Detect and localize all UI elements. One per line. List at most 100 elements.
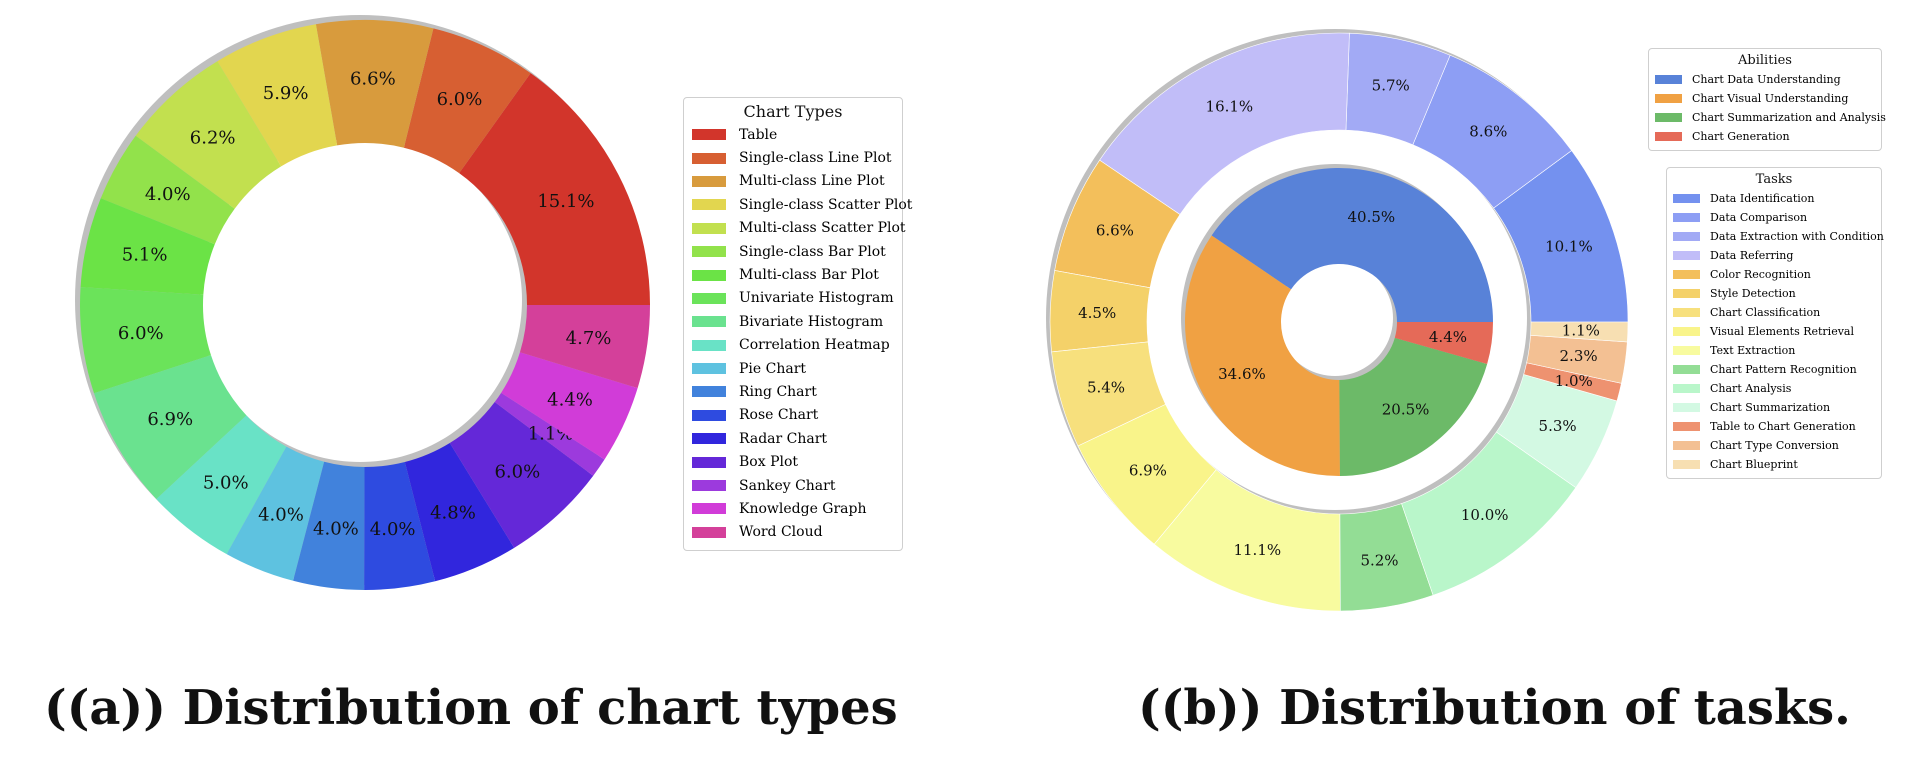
abilities-legend-swatch xyxy=(1655,75,1682,84)
chart-types-legend-item-word-cloud: Word Cloud xyxy=(692,521,894,544)
tasks-legend-item-chart-blueprint: Chart Blueprint xyxy=(1673,455,1875,474)
chart-types-legend-item-single-class-bar-plot: Single-class Bar Plot xyxy=(692,240,894,263)
abilities-label-chart-visual-understanding: 34.6% xyxy=(1218,365,1266,383)
abilities-legend-label: Chart Data Understanding xyxy=(1692,73,1841,86)
abilities-legend: Abilities Chart Data Understanding Chart … xyxy=(1648,48,1886,151)
tasks-legend-label: Style Detection xyxy=(1710,287,1796,300)
chart-types-legend-label: Knowledge Graph xyxy=(739,500,867,517)
chart-types-legend-label: Single-class Bar Plot xyxy=(739,243,886,260)
chart-types-label-correlation-heatmap: 5.0% xyxy=(203,472,249,493)
chart-types-legend-swatch xyxy=(692,386,726,398)
abilities-legend-swatch xyxy=(1655,94,1682,103)
chart-types-legend-item-multi-class-line-plot: Multi-class Line Plot xyxy=(692,170,894,193)
chart-types-legend: Chart Types Table Single-class Line Plot M… xyxy=(683,97,912,552)
tasks-legend-item-table-to-chart-generation: Table to Chart Generation xyxy=(1673,417,1875,436)
chart-types-legend-label: Multi-class Scatter Plot xyxy=(739,220,906,237)
tasks-legend-item-style-detection: Style Detection xyxy=(1673,284,1875,303)
chart-types-slice-pie-chart xyxy=(226,446,325,581)
chart-types-legend-label: Table xyxy=(739,126,778,143)
chart-types-legend-label: Word Cloud xyxy=(739,524,823,541)
chart-types-label-rose-chart: 4.0% xyxy=(370,519,416,540)
chart-types-label-word-cloud: 4.7% xyxy=(566,328,612,349)
chart-types-legend-label: Multi-class Line Plot xyxy=(739,173,885,190)
tasks-legend-item-data-referring: Data Referring xyxy=(1673,246,1875,265)
chart-types-legend-swatch xyxy=(692,503,726,515)
tasks-legend-swatch xyxy=(1673,422,1700,431)
tasks-legend-swatch xyxy=(1673,403,1700,412)
chart-types-legend-items: Table Single-class Line Plot Multi-class L… xyxy=(692,123,912,544)
chart-types-slice-single-class-bar-plot xyxy=(100,135,235,245)
chart-types-legend-label: Box Plot xyxy=(739,454,799,471)
chart-types-legend-item-single-class-scatter-plot: Single-class Scatter Plot xyxy=(692,193,912,216)
chart-types-legend-label: Single-class Line Plot xyxy=(739,150,892,167)
chart-types-slice-univariate-histogram xyxy=(80,287,211,394)
chart-types-legend-label: Bivariate Histogram xyxy=(739,313,884,330)
tasks-legend-label: Color Recognition xyxy=(1710,268,1811,281)
chart-types-legend-swatch xyxy=(692,246,726,258)
tasks-label-chart-summarization: 5.3% xyxy=(1539,417,1577,435)
chart-types-slice-radar-chart xyxy=(404,443,515,582)
chart-types-label-pie-chart: 4.0% xyxy=(258,504,304,525)
chart-types-legend-swatch xyxy=(692,316,726,328)
abilities-legend-label: Chart Summarization and Analysis xyxy=(1692,111,1886,124)
tasks-legend-item-chart-analysis: Chart Analysis xyxy=(1673,379,1875,398)
tasks-legend-swatch xyxy=(1673,460,1700,469)
tasks-legend-label: Text Extraction xyxy=(1710,344,1796,357)
tasks-legend-swatch xyxy=(1673,441,1700,450)
tasks-label-chart-classification: 5.4% xyxy=(1087,378,1125,396)
tasks-nested-ring: 10.1% 8.6% 5.7% 16.1% 6.6% 4.5% 5.4% 6.9% 11.1% 5… xyxy=(1046,29,1629,612)
tasks-legend-item-data-extraction-with-condition: Data Extraction with Condition xyxy=(1673,227,1884,246)
tasks-legend-swatch xyxy=(1673,194,1700,203)
chart-types-legend-swatch xyxy=(692,339,726,351)
tasks-legend-item-visual-elements-retrieval: Visual Elements Retrieval xyxy=(1673,322,1875,341)
abilities-label-chart-summarization-and-analysis: 20.5% xyxy=(1382,401,1430,419)
tasks-legend-label: Data Referring xyxy=(1710,249,1794,262)
chart-types-legend-swatch xyxy=(692,363,726,375)
tasks-legend-item-chart-classification: Chart Classification xyxy=(1673,303,1875,322)
tasks-legend-item-data-comparison: Data Comparison xyxy=(1673,208,1875,227)
tasks-legend-label: Chart Type Conversion xyxy=(1710,439,1839,452)
chart-types-label-multi-class-scatter-plot: 6.2% xyxy=(190,128,236,149)
chart-types-legend-title: Chart Types xyxy=(743,102,843,121)
tasks-legend-label: Data Extraction with Condition xyxy=(1710,230,1884,243)
chart-types-label-box-plot: 6.0% xyxy=(494,461,540,482)
chart-types-legend-label: Multi-class Bar Plot xyxy=(739,267,879,284)
chart-types-label-univariate-histogram: 6.0% xyxy=(118,323,164,344)
abilities-legend-item-chart-data-understanding: Chart Data Understanding xyxy=(1655,70,1875,89)
chart-types-legend-label: Radar Chart xyxy=(739,430,828,447)
tasks-label-style-detection: 4.5% xyxy=(1078,304,1116,322)
tasks-legend-swatch xyxy=(1673,327,1700,336)
chart-types-legend-item-ring-chart: Ring Chart xyxy=(692,380,894,403)
tasks-legend-swatch xyxy=(1673,384,1700,393)
tasks-label-chart-type-conversion: 2.3% xyxy=(1560,347,1598,365)
abilities-label-chart-data-understanding: 40.5% xyxy=(1348,208,1396,226)
tasks-legend-swatch xyxy=(1673,365,1700,374)
chart-types-label-multi-class-line-plot: 6.6% xyxy=(350,69,396,90)
abilities-legend-title: Abilities xyxy=(1738,53,1792,68)
tasks-legend: Tasks Data Identification Data Comparison… xyxy=(1666,167,1884,479)
caption-tasks: ((b)) Distribution of tasks. xyxy=(1138,680,1851,736)
abilities-legend-label: Chart Generation xyxy=(1692,130,1790,143)
tasks-legend-label: Chart Blueprint xyxy=(1710,458,1798,471)
chart-types-legend-item-rose-chart: Rose Chart xyxy=(692,404,894,427)
chart-types-legend-label: Univariate Histogram xyxy=(739,290,894,307)
tasks-label-data-identification: 10.1% xyxy=(1545,237,1593,255)
chart-types-legend-swatch xyxy=(692,152,726,164)
tasks-label-chart-blueprint: 1.1% xyxy=(1562,321,1600,339)
tasks-legend-swatch xyxy=(1673,251,1700,260)
tasks-legend-label: Chart Summarization xyxy=(1710,401,1831,414)
tasks-legend-item-data-identification: Data Identification xyxy=(1673,189,1875,208)
tasks-legend-swatch xyxy=(1673,289,1700,298)
chart-types-slice-single-class-line-plot xyxy=(403,28,531,174)
tasks-legend-item-text-extraction: Text Extraction xyxy=(1673,341,1875,360)
tasks-legend-item-chart-pattern-recognition: Chart Pattern Recognition xyxy=(1673,360,1875,379)
tasks-label-chart-analysis: 10.0% xyxy=(1461,506,1509,524)
chart-types-legend-label: Correlation Heatmap xyxy=(739,337,890,354)
chart-types-slice-single-class-scatter-plot xyxy=(217,24,338,167)
chart-types-label-table: 15.1% xyxy=(537,191,594,212)
tasks-legend-item-color-recognition: Color Recognition xyxy=(1673,265,1875,284)
abilities-label-chart-generation: 4.4% xyxy=(1429,328,1467,346)
chart-types-legend-swatch xyxy=(692,433,726,445)
chart-types-legend-swatch xyxy=(692,526,726,538)
tasks-legend-items: Data Identification Data Comparison Data E… xyxy=(1673,189,1884,474)
